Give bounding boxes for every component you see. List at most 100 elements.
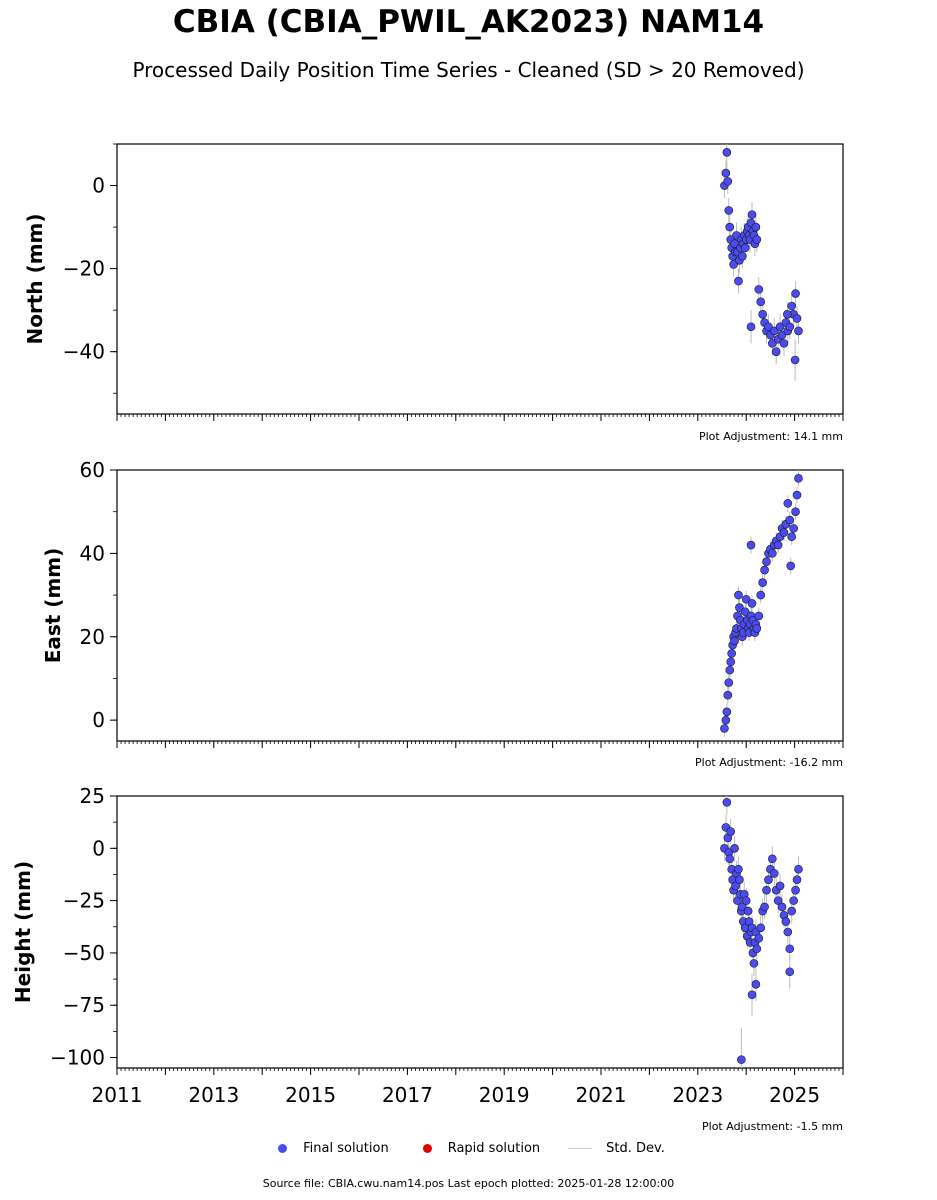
data-point — [731, 881, 740, 891]
data-point — [785, 515, 795, 525]
y-tick-label: 20 — [80, 625, 105, 649]
legend-item-final: Final solution — [272, 1141, 389, 1156]
data-point — [746, 322, 756, 332]
data-point — [769, 869, 779, 878]
data-point — [773, 896, 783, 905]
data-point — [787, 906, 796, 916]
data-point — [723, 177, 733, 186]
x-tick-label: 2023 — [672, 1083, 723, 1107]
data-point — [754, 611, 764, 621]
data-point — [791, 289, 800, 298]
data-point — [756, 590, 766, 600]
data-point — [727, 649, 736, 658]
data-point — [783, 499, 793, 508]
data-point — [752, 624, 762, 633]
data-points — [720, 797, 803, 1064]
data-point — [738, 251, 747, 261]
data-point — [791, 885, 800, 895]
data-point — [779, 528, 789, 537]
panel-2: 0 20 40 60 East (mm) Plot Adjustment: -16.2 m… — [41, 458, 844, 769]
data-point — [730, 844, 739, 853]
data-point — [734, 864, 743, 874]
y-axis-label: East (mm) — [41, 548, 65, 664]
data-point — [764, 322, 773, 332]
data-point — [777, 330, 787, 340]
data-point — [792, 490, 802, 500]
data-point — [758, 310, 767, 319]
data-point — [769, 326, 779, 336]
data-point — [730, 239, 739, 248]
y-tick-label: 60 — [80, 458, 105, 482]
data-point — [792, 314, 802, 323]
y-tick-label: −40 — [63, 340, 105, 364]
data-point — [754, 285, 764, 294]
panel-3: 2011 2013 2015 2017 2019 2021 2023 2025 25 0 −25 −5… — [11, 784, 844, 1133]
y-tick-label: −75 — [63, 993, 105, 1017]
data-point — [751, 980, 761, 989]
plot-frame — [116, 143, 844, 415]
data-point — [747, 599, 757, 608]
data-point — [758, 578, 767, 587]
legend-label-std: Std. Dev. — [606, 1140, 665, 1156]
y-tick-label: −50 — [63, 941, 105, 965]
data-point — [725, 854, 735, 864]
data-point — [725, 665, 735, 675]
data-point — [749, 959, 759, 968]
source-footer: Source file: CBIA.cwu.nam14.pos Last epo… — [262, 1177, 675, 1190]
data-point — [721, 168, 731, 178]
data-point — [734, 590, 743, 600]
chart-title: CBIA (CBIA_PWIL_AK2023) NAM14 — [172, 4, 765, 40]
data-point — [726, 657, 736, 667]
data-points — [720, 474, 803, 733]
y-axis-label: North (mm) — [23, 213, 47, 344]
data-point — [768, 549, 777, 558]
data-point — [790, 355, 800, 365]
x-tick-label: 2019 — [479, 1083, 530, 1107]
std-dev-line-icon — [568, 1147, 593, 1149]
final-solution-marker-icon — [278, 1143, 288, 1153]
y-axis-label: Height (mm) — [11, 861, 35, 1003]
data-point — [762, 557, 771, 567]
data-point — [752, 944, 762, 954]
data-point — [785, 967, 795, 977]
y-tick-label: −25 — [63, 889, 105, 913]
data-point — [740, 243, 750, 253]
x-tick-label: 2013 — [188, 1083, 239, 1107]
data-point — [783, 310, 792, 319]
data-point — [725, 222, 735, 232]
legend-label-rapid: Rapid solution — [447, 1140, 541, 1156]
data-point — [734, 276, 743, 286]
data-point — [721, 715, 731, 725]
data-point — [729, 260, 738, 269]
data-point — [747, 990, 757, 1000]
y-tick-label: 40 — [80, 541, 105, 565]
data-point — [777, 902, 787, 912]
legend-label-final: Final solution — [303, 1140, 389, 1156]
data-point — [735, 875, 744, 884]
data-point — [791, 507, 800, 516]
y-tick-label: 25 — [80, 784, 105, 808]
data-point — [741, 896, 751, 905]
data-point — [735, 603, 744, 612]
data-point — [738, 902, 747, 912]
y-tick-label: 0 — [92, 836, 105, 860]
legend-item-std: Std. Dev. — [568, 1141, 665, 1156]
data-point — [768, 854, 777, 864]
data-point — [781, 917, 791, 926]
data-point — [730, 636, 739, 646]
legend-item-rapid: Rapid solution — [417, 1141, 540, 1156]
plot-frame — [116, 469, 844, 742]
data-point — [785, 944, 795, 954]
data-point — [768, 339, 777, 348]
data-point — [771, 347, 781, 356]
data-point — [743, 906, 753, 916]
data-point — [726, 827, 736, 836]
data-point — [754, 933, 764, 943]
data-point — [741, 594, 751, 604]
y-tick-label: 0 — [92, 708, 105, 732]
data-point — [773, 540, 783, 550]
y-tick-label: −20 — [63, 257, 105, 281]
data-point — [787, 532, 796, 542]
data-point — [764, 875, 773, 884]
